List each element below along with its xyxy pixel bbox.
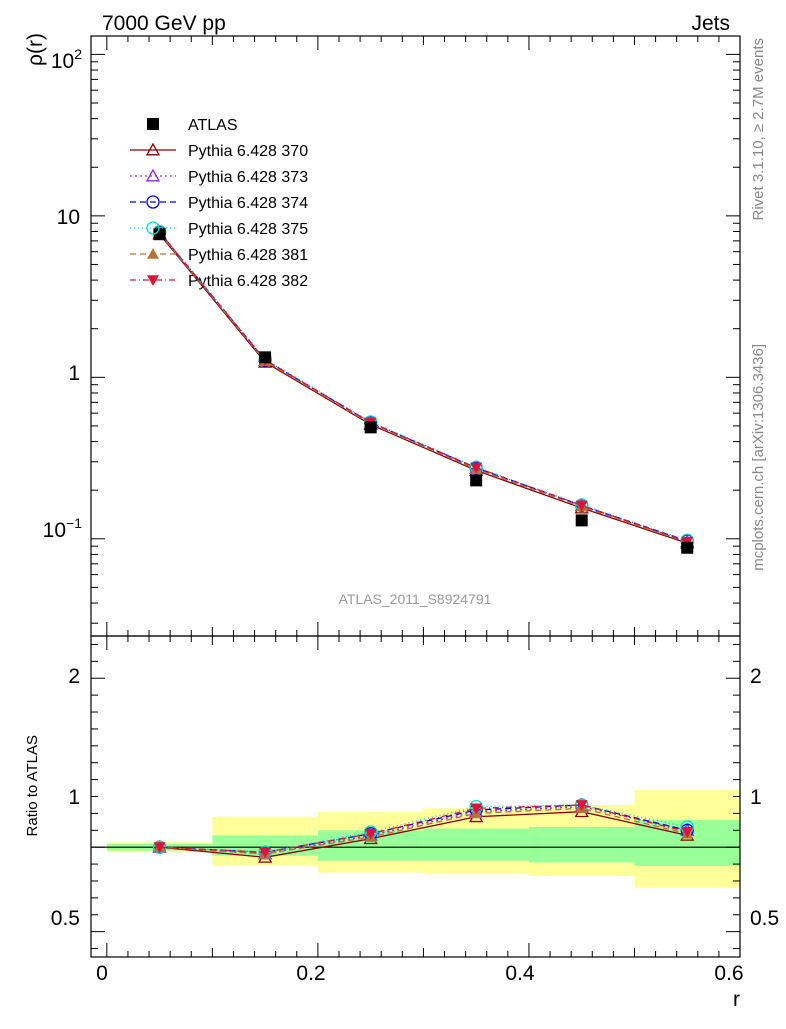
header-left: 7000 GeV pp xyxy=(102,12,226,35)
ratio-band-inner xyxy=(423,828,529,861)
y-tick-label-0.1: 10−1 xyxy=(43,515,83,542)
y-tick-label-100: 102 xyxy=(51,46,82,73)
data-point xyxy=(259,351,272,364)
legend-label-370: Pythia 6.428 370 xyxy=(188,143,308,160)
legend-symbol xyxy=(145,142,161,156)
ratio-series-line xyxy=(159,807,688,855)
series-line xyxy=(159,231,688,543)
legend-label-374: Pythia 6.428 374 xyxy=(188,195,308,212)
data-point xyxy=(470,474,483,487)
chart-plot-area xyxy=(90,35,741,958)
ratio-series-line xyxy=(159,804,688,853)
ratio-tick-label-0.5-left: 0.5 xyxy=(51,907,80,930)
legend-label-382: Pythia 6.428 382 xyxy=(188,273,308,290)
legend-symbol-atlas xyxy=(147,118,159,130)
data-point xyxy=(681,541,694,554)
ratio-tick-label-1-right: 1 xyxy=(750,786,762,809)
x-tick-label-0.6: 0.6 xyxy=(714,962,743,985)
legend-symbol xyxy=(147,248,159,259)
header-right: Jets xyxy=(691,12,730,35)
ratio-tick-label-2-right: 2 xyxy=(750,665,762,688)
ratio-tick-label-2-left: 2 xyxy=(68,665,80,688)
series-point xyxy=(470,462,483,474)
y-axis-title: ρ(r) xyxy=(24,33,47,66)
legend-label-373: Pythia 6.428 373 xyxy=(188,169,308,186)
analysis-label: ATLAS_2011_S8924791 xyxy=(339,591,492,607)
series-line xyxy=(159,233,688,544)
legend-symbol xyxy=(146,221,160,235)
series-point xyxy=(575,500,588,512)
ratio-series-line xyxy=(159,804,688,853)
ratio-y-tick-labels: 2 1 0.5 2 1 0.5 xyxy=(51,665,779,930)
data-point xyxy=(575,514,588,527)
ratio-series-point xyxy=(259,847,272,859)
legend: ATLAS Pythia 6.428 370 Pythia 6.428 373 … xyxy=(188,117,308,290)
ratio-series-point xyxy=(470,803,483,815)
series-line xyxy=(159,232,688,544)
legend-label-375: Pythia 6.428 375 xyxy=(188,221,308,238)
y-tick-label-10: 10 xyxy=(57,206,80,229)
legend-symbol xyxy=(147,275,159,286)
ratio-series-point xyxy=(681,827,694,838)
data-point xyxy=(364,421,377,434)
x-axis-title: r xyxy=(733,988,740,1011)
x-tick-label-0.4: 0.4 xyxy=(505,962,535,985)
x-tick-label-0: 0 xyxy=(96,962,108,985)
ratio-series-point xyxy=(575,800,588,811)
ratio-series-point xyxy=(364,828,377,840)
ratio-band-inner xyxy=(528,826,635,863)
ratio-tick-label-1-left: 1 xyxy=(68,786,80,809)
ratio-axis-title: Ratio to ATLAS xyxy=(24,735,41,836)
legend-symbol xyxy=(146,195,160,209)
ratio-series-line xyxy=(159,805,688,855)
main-y-tick-labels: 10−1 1 10 102 xyxy=(43,46,83,542)
rivet-label: Rivet 3.1.10, ≥ 2.7M events xyxy=(750,38,767,221)
x-tick-label-0.2: 0.2 xyxy=(296,962,325,985)
x-tick-labels: 0 0.2 0.4 0.6 xyxy=(96,962,743,985)
mcplots-label: mcplots.cern.ch [arXiv:1306.3436] xyxy=(750,344,767,571)
data-point xyxy=(153,228,166,241)
legend-label-381: Pythia 6.428 381 xyxy=(188,247,308,264)
ratio-series-line xyxy=(159,811,688,858)
legend-symbol xyxy=(145,168,161,182)
ratio-series-point xyxy=(153,842,166,854)
y-tick-label-1: 1 xyxy=(68,362,80,385)
legend-label-atlas: ATLAS xyxy=(188,117,238,134)
ratio-tick-label-0.5-right: 0.5 xyxy=(750,907,779,930)
